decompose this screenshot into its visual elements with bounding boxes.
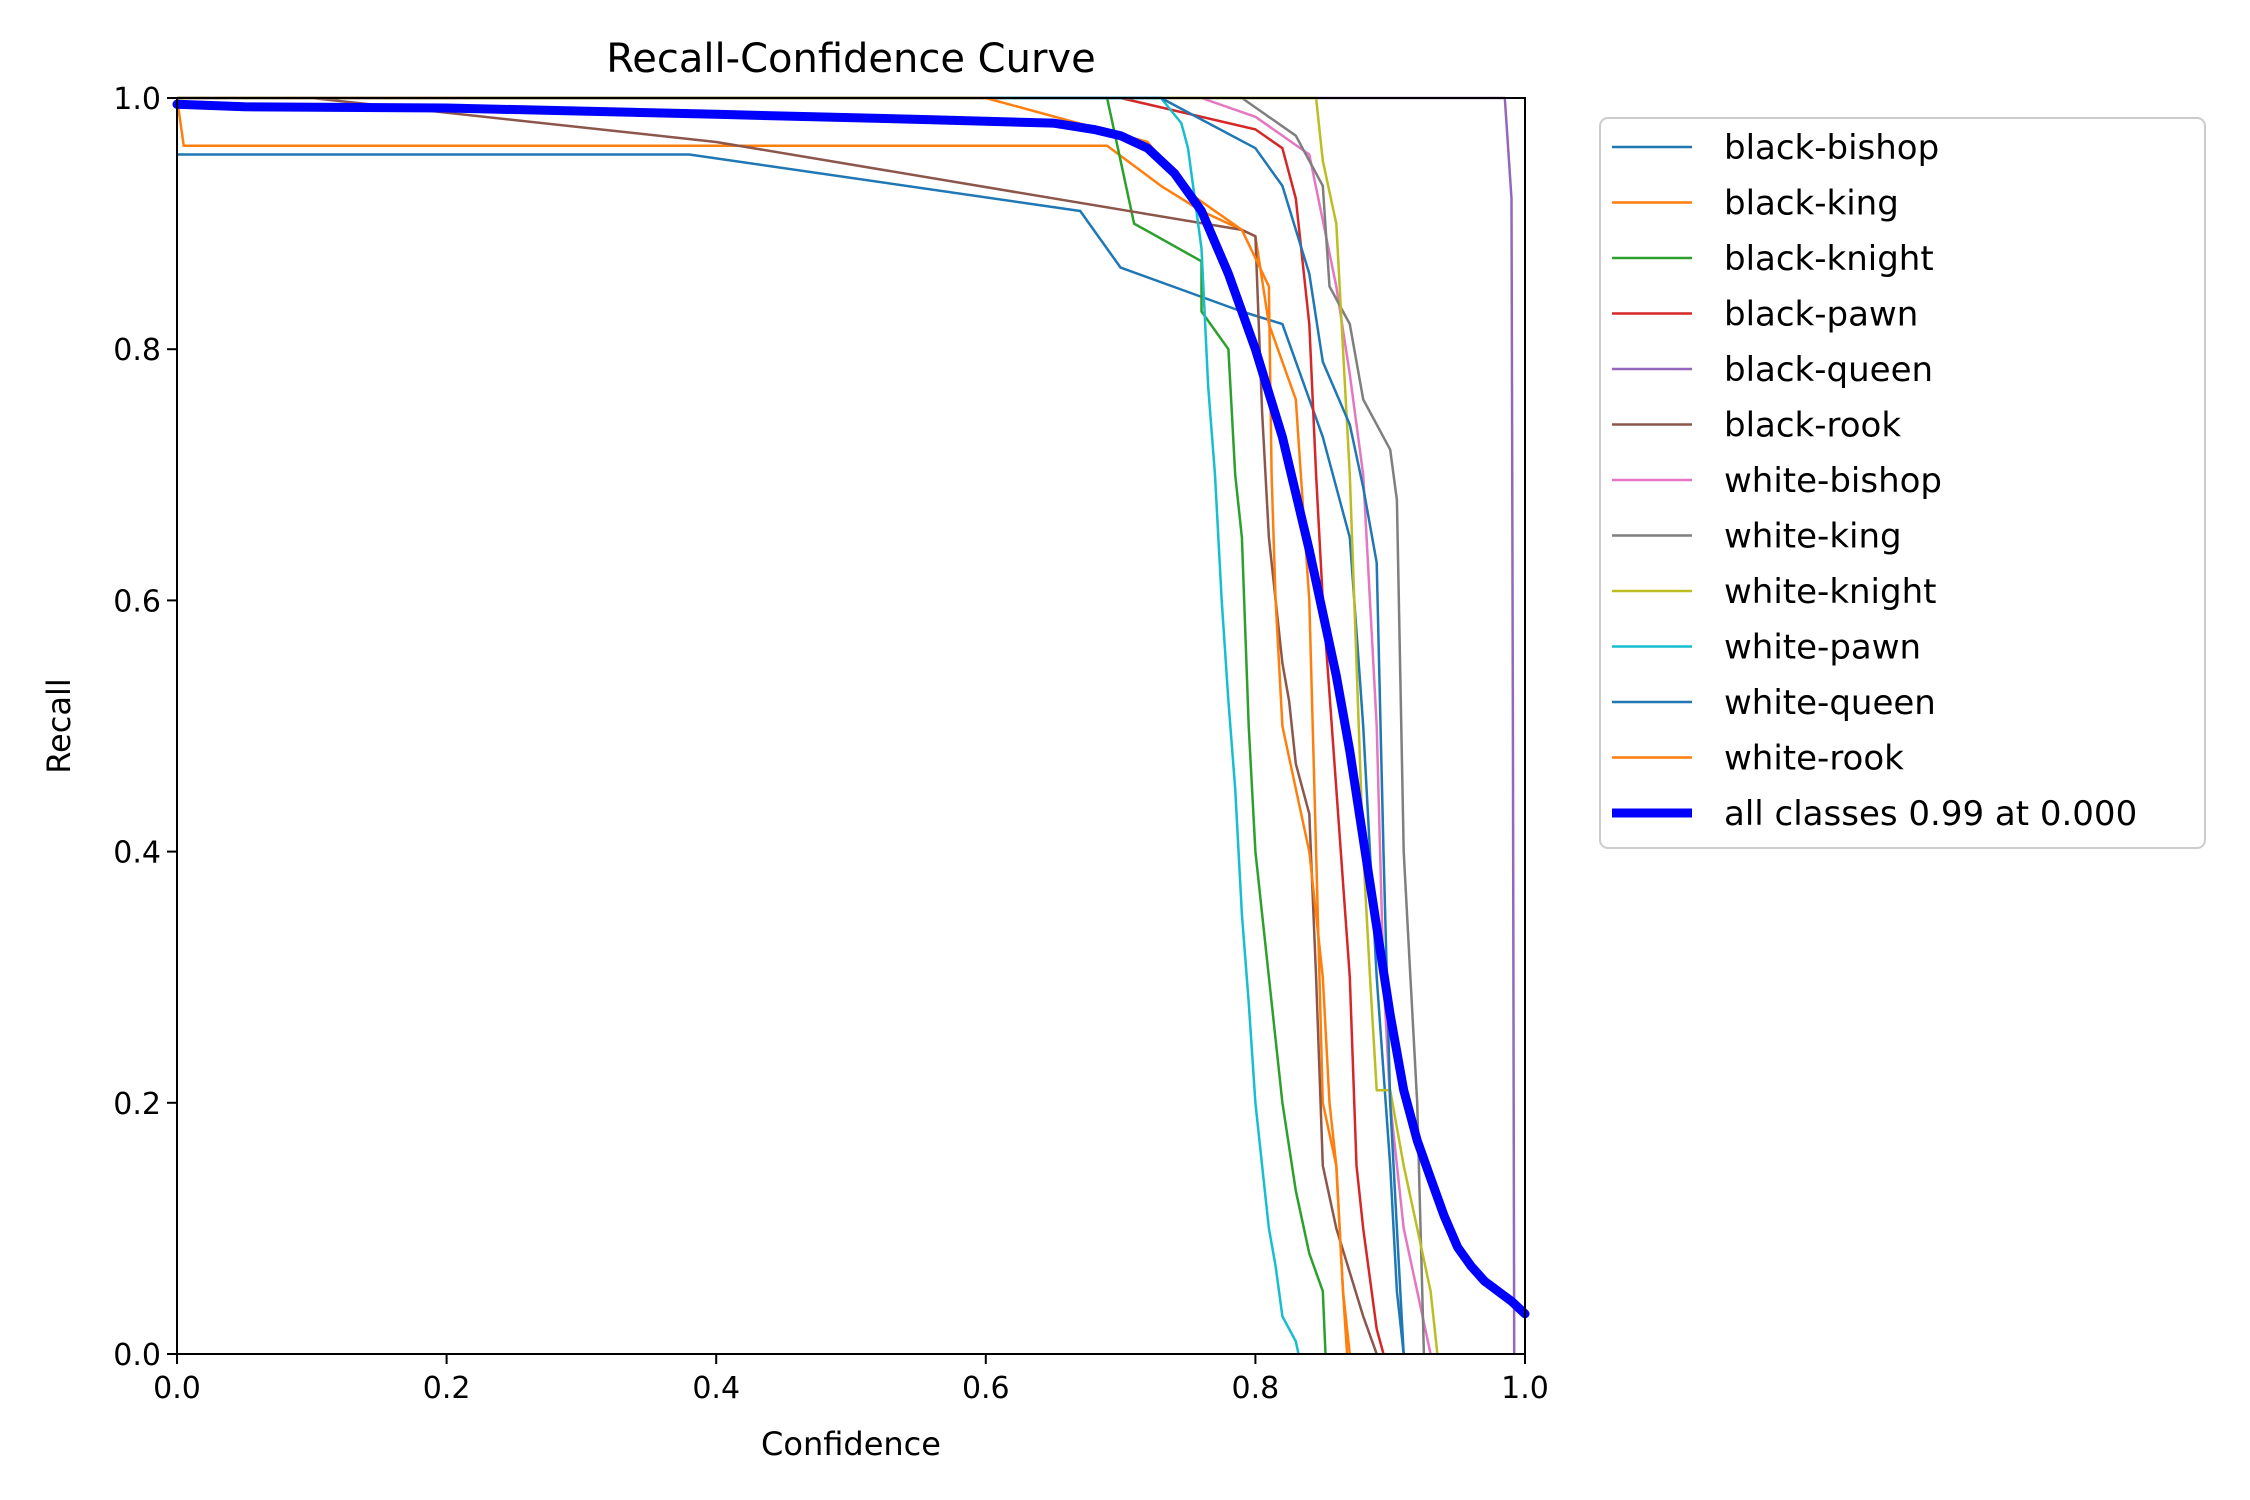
legend-label: white-bishop <box>1724 461 1942 501</box>
legend-label: all classes 0.99 at 0.000 <box>1724 794 2137 834</box>
chart-title: Recall-Confidence Curve <box>606 36 1095 82</box>
legend-label: black-queen <box>1724 350 1933 390</box>
y-tick-label: 0.8 <box>113 333 161 368</box>
x-tick-label: 0.0 <box>153 1371 201 1406</box>
series-line-all-classes-0-99-at-0-000 <box>172 99 1530 1319</box>
legend-label: black-king <box>1724 184 1899 224</box>
x-tick-label: 0.8 <box>1232 1371 1280 1406</box>
x-tick-label: 0.2 <box>423 1371 471 1406</box>
legend-label: black-pawn <box>1724 295 1918 335</box>
legend-label: white-rook <box>1724 739 1904 779</box>
series-line-white-bishop <box>177 96 1432 1355</box>
y-tick-label: 0.6 <box>113 584 161 619</box>
plot-lines <box>172 96 1530 1355</box>
legend: black-bishop black-king black-knight black-… <box>1599 117 2206 849</box>
x-tick-label: 1.0 <box>1501 1371 1549 1406</box>
x-axis-ticks: 0.0 0.2 0.4 0.6 0.8 1.0 <box>153 1354 1549 1406</box>
legend-label: white-knight <box>1724 572 1936 612</box>
series-line-black-rook <box>177 96 1378 1355</box>
y-tick-label: 0.0 <box>113 1338 161 1373</box>
series-line-white-king <box>177 96 1426 1355</box>
y-tick-label: 0.4 <box>113 836 161 871</box>
series-line-white-queen <box>177 96 1405 1355</box>
legend-label: black-rook <box>1724 406 1901 446</box>
y-axis-ticks: 0.0 0.2 0.4 0.6 0.8 1.0 <box>113 82 177 1373</box>
series-line-black-bishop <box>177 153 1405 1355</box>
x-tick-label: 0.4 <box>692 1371 740 1406</box>
legend-label: black-bishop <box>1724 128 1939 168</box>
y-axis-label: Recall <box>40 678 78 773</box>
x-tick-label: 0.6 <box>962 1371 1010 1406</box>
series-line-black-knight <box>177 96 1327 1355</box>
legend-label: white-pawn <box>1724 628 1921 668</box>
legend-label: black-knight <box>1724 239 1934 279</box>
y-tick-label: 1.0 <box>113 82 161 117</box>
legend-label: white-king <box>1724 517 1902 557</box>
x-axis-label: Confidence <box>761 1425 941 1463</box>
legend-box <box>1599 117 2206 849</box>
series-line-black-pawn <box>177 96 1385 1355</box>
plot-frame <box>176 97 1526 1355</box>
legend-label: white-queen <box>1724 683 1936 723</box>
series-line-white-pawn <box>177 96 1300 1355</box>
y-tick-label: 0.2 <box>113 1087 161 1122</box>
